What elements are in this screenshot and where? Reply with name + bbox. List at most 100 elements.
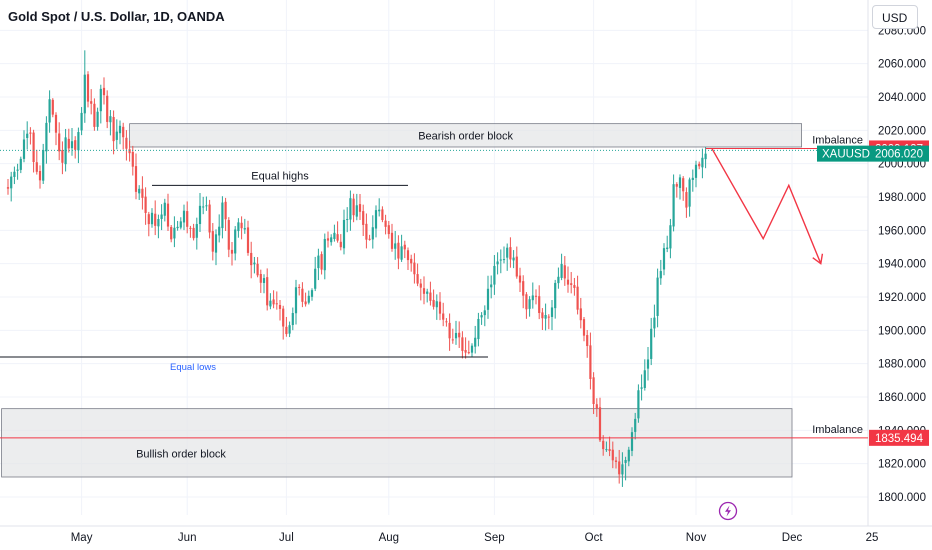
candle-body-47 [157, 219, 160, 227]
candle-body-174 [563, 265, 566, 279]
y-tick-label-10: 2000.000 [878, 159, 926, 171]
candle-body-142 [461, 337, 464, 351]
candle-body-122 [397, 242, 400, 259]
candle-body-138 [448, 322, 451, 339]
candle-body-146 [474, 337, 477, 347]
candle-body-23 [80, 112, 83, 131]
candle-body-159 [515, 256, 518, 277]
candle-body-199 [643, 370, 646, 388]
candle-body-116 [378, 209, 381, 212]
candle-body-166 [538, 296, 541, 314]
candle-body-88 [288, 325, 291, 334]
candle-body-27 [93, 103, 96, 127]
candle-body-171 [554, 282, 557, 309]
candle-body-10 [38, 171, 42, 181]
candle-body-165 [534, 295, 538, 297]
candle-body-99 [323, 238, 326, 271]
candle-body-185 [598, 407, 602, 441]
candle-body-54 [179, 221, 182, 228]
candle-body-55 [182, 210, 186, 223]
candle-body-86 [282, 308, 285, 327]
candle-body-131 [426, 291, 429, 294]
candle-body-113 [368, 238, 371, 240]
candle-body-41 [138, 188, 141, 194]
candle-body-205 [662, 248, 666, 270]
candle-body-164 [531, 295, 534, 301]
x-axis[interactable]: AprMayJunJulAugSepOctNovDec25 [0, 525, 932, 550]
candle-body-92 [301, 288, 304, 302]
candle-body-67 [221, 202, 224, 229]
candle-body-192 [621, 464, 624, 475]
candle-body-96 [314, 268, 317, 289]
candle-body-68 [224, 201, 227, 220]
candle-body-132 [429, 292, 432, 301]
candle-body-15 [54, 114, 58, 133]
x-tick-label-9: 25 [866, 532, 879, 544]
candle-body-24 [83, 74, 86, 114]
candle-body-209 [675, 184, 678, 187]
candle-body-60 [198, 205, 202, 225]
x-tick-label-3: Jul [279, 532, 294, 544]
candle-body-76 [250, 252, 253, 266]
equal-lows-label: Equal lows [170, 362, 216, 373]
candle-body-127 [413, 262, 416, 275]
price-tag-1 [869, 145, 929, 162]
candle-body-9 [35, 162, 38, 172]
candle-body-194 [627, 449, 630, 462]
candle-body-32 [109, 116, 112, 123]
candle-body-7 [29, 132, 32, 134]
y-tick-label-0: 1800.000 [878, 492, 926, 504]
y-tick-label-8: 1960.000 [878, 225, 926, 237]
candle-body-208 [672, 184, 675, 227]
x-tick-label-1: May [71, 532, 93, 544]
candle-body-3 [16, 169, 19, 171]
y-tick-label-11: 2020.000 [878, 125, 926, 137]
candle-body-147 [477, 318, 480, 340]
imbalance-label-2: Imbalance [812, 424, 863, 436]
symbol-tag [817, 145, 869, 162]
equal-highs-label: Equal highs [251, 170, 309, 182]
candle-body-117 [381, 209, 384, 220]
candle-body-103 [336, 234, 339, 241]
candle-body-115 [374, 210, 378, 229]
y-tick-label-12: 2040.000 [878, 92, 926, 104]
candle-body-49 [163, 202, 166, 216]
candle-body-29 [99, 88, 102, 112]
candle-body-203 [656, 277, 659, 316]
candle-body-125 [406, 250, 410, 261]
candle-body-81 [266, 277, 269, 306]
candle-body-157 [509, 247, 512, 260]
event-marker[interactable] [718, 501, 738, 521]
candle-body-34 [115, 131, 118, 140]
y-tick-label-13: 2060.000 [878, 59, 926, 71]
y-tick-label-7: 1940.000 [878, 259, 926, 271]
candle-body-191 [618, 461, 621, 475]
candle-body-13 [48, 99, 51, 123]
candle-body-110 [358, 204, 362, 212]
candle-body-189 [611, 449, 614, 461]
candle-body-140 [454, 332, 458, 339]
candle-body-181 [586, 335, 589, 347]
y-axis[interactable]: 1800.0001820.0001840.0001860.0001880.000… [867, 0, 932, 550]
candle-body-107 [349, 198, 352, 220]
candle-body-168 [544, 314, 547, 319]
candle-body-197 [637, 390, 640, 419]
currency-button[interactable]: USD [872, 5, 918, 29]
candle-body-170 [550, 307, 554, 317]
candle-body-126 [410, 258, 413, 264]
candle-body-35 [118, 125, 122, 134]
candle-body-77 [253, 262, 256, 265]
candle-body-211 [682, 178, 685, 192]
candle-body-11 [42, 150, 45, 181]
candle-body-48 [160, 214, 163, 219]
candle-body-175 [566, 279, 570, 285]
candle-body-169 [547, 316, 550, 318]
candle-body-93 [304, 301, 307, 305]
candle-body-53 [176, 226, 179, 229]
candle-body-105 [342, 219, 346, 249]
candle-body-6 [26, 133, 29, 138]
candle-body-193 [624, 460, 627, 463]
candle-body-183 [592, 377, 595, 405]
candle-body-5 [22, 139, 26, 159]
